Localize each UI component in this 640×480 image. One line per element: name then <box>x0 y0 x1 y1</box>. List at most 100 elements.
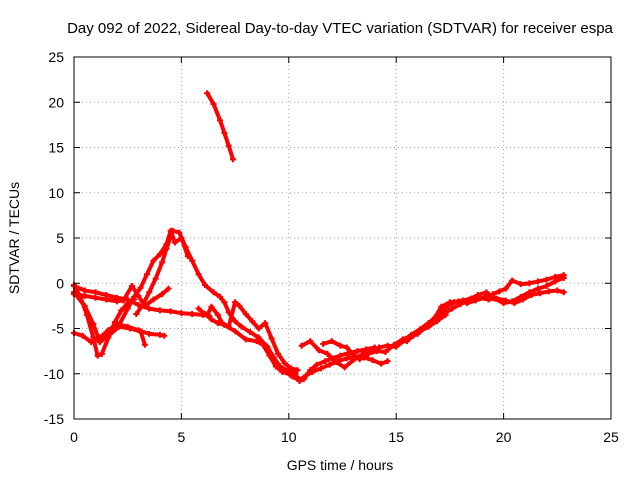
series-track-16 <box>414 274 567 337</box>
data-point <box>208 316 215 323</box>
data-point <box>232 318 239 325</box>
data-point <box>384 358 391 365</box>
data-point <box>440 311 447 318</box>
data-point <box>176 229 183 236</box>
data-point <box>337 342 344 349</box>
data-point <box>146 305 153 312</box>
data-point <box>124 305 131 312</box>
data-point <box>318 365 325 372</box>
data-point <box>131 293 138 300</box>
data-point <box>150 257 157 264</box>
data-point <box>255 334 262 341</box>
data-point <box>137 328 144 335</box>
tick-layer: 0 5 10 15 20 25 -15 -10 -5 0 5 10 15 20 25 <box>44 49 619 445</box>
data-point <box>232 299 239 306</box>
data-point <box>247 329 254 336</box>
x-tick-label: 25 <box>603 429 619 445</box>
data-point <box>472 297 479 304</box>
data-point <box>543 276 550 283</box>
data-point <box>202 282 209 289</box>
data-point <box>249 318 256 325</box>
data-point <box>324 350 331 357</box>
data-point <box>438 303 445 310</box>
data-point <box>146 289 153 296</box>
data-point <box>81 292 88 299</box>
data-point <box>500 300 507 307</box>
data-point <box>144 271 151 278</box>
data-point <box>277 365 284 372</box>
data-point <box>509 298 516 305</box>
data-point <box>341 364 348 371</box>
x-tick-label: 10 <box>281 429 297 445</box>
data-point <box>457 301 464 308</box>
data-point <box>560 274 567 281</box>
data-point <box>219 320 226 327</box>
data-point <box>195 271 202 278</box>
data-point <box>253 338 260 345</box>
data-point <box>296 377 303 384</box>
data-point <box>178 310 185 317</box>
data-point <box>189 311 196 318</box>
data-point <box>378 360 385 367</box>
data-point <box>552 278 559 285</box>
data-point <box>260 341 267 348</box>
data-point <box>229 156 236 163</box>
data-point <box>92 294 99 301</box>
data-point <box>281 359 288 366</box>
series-layer <box>71 90 567 384</box>
data-point <box>287 372 294 379</box>
data-point <box>242 311 249 318</box>
data-point <box>242 336 249 343</box>
data-point <box>169 227 176 234</box>
data-point <box>492 295 499 302</box>
data-point <box>98 350 105 357</box>
data-point <box>537 290 544 297</box>
data-point <box>272 363 279 370</box>
x-tick-label: 5 <box>178 429 186 445</box>
x-tick-label: 20 <box>496 429 512 445</box>
data-point <box>517 293 524 300</box>
data-point <box>382 349 389 356</box>
data-point <box>431 315 438 322</box>
chart-title: Day 092 of 2022, Sidereal Day-to-day VTE… <box>67 20 613 37</box>
data-point <box>343 344 350 351</box>
series-track-17 <box>204 90 236 163</box>
data-point <box>111 319 118 326</box>
data-point <box>333 358 340 365</box>
data-point <box>545 288 552 295</box>
data-point <box>496 288 503 295</box>
data-point <box>373 348 380 355</box>
data-point <box>509 277 516 284</box>
data-point <box>526 280 533 287</box>
data-point <box>262 320 269 327</box>
data-point <box>337 352 344 359</box>
data-point <box>534 278 541 285</box>
data-point <box>120 297 127 304</box>
data-point <box>139 301 146 308</box>
data-point <box>133 311 140 318</box>
data-point <box>214 311 221 318</box>
data-point <box>195 305 202 312</box>
data-point <box>165 285 172 292</box>
data-point <box>141 341 148 348</box>
y-tick-label: 15 <box>48 140 64 156</box>
data-point <box>414 330 421 337</box>
data-point <box>356 356 363 363</box>
data-point <box>167 308 174 315</box>
data-point <box>302 372 309 379</box>
data-point <box>118 307 125 314</box>
data-point <box>210 101 217 108</box>
y-axis-label: SDTVAR / TECUs <box>6 182 22 294</box>
data-point <box>365 350 372 357</box>
data-point <box>221 299 228 306</box>
x-axis-label: GPS time / hours <box>287 457 394 473</box>
data-point <box>163 245 170 252</box>
data-point <box>232 328 239 335</box>
y-tick-label: -5 <box>52 321 65 337</box>
data-point <box>208 303 215 310</box>
data-point <box>96 339 103 346</box>
data-point <box>217 117 224 124</box>
data-point <box>128 282 135 289</box>
data-point <box>517 281 524 288</box>
